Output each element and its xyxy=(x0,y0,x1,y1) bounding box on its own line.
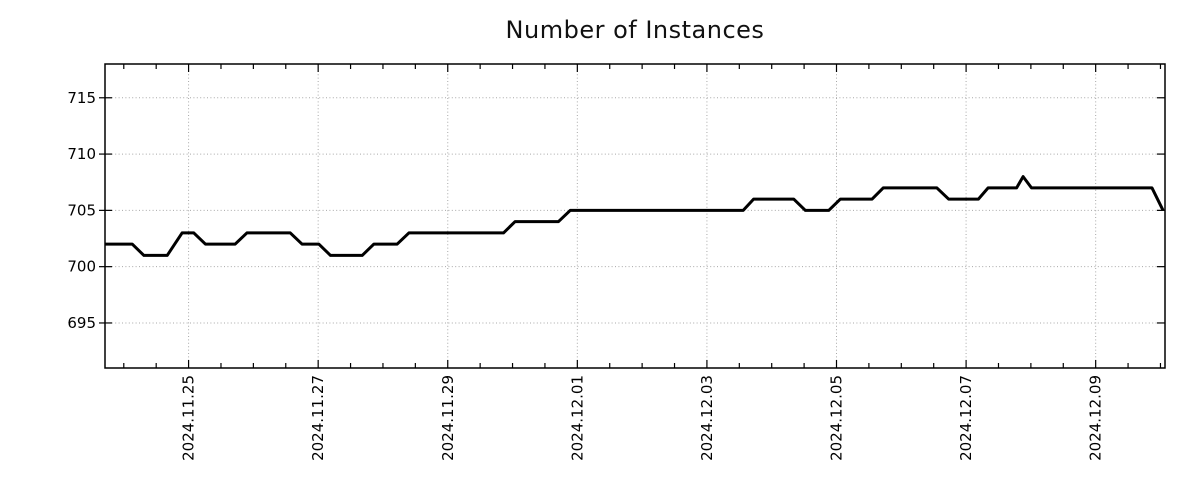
label-layer: 695 700 705 710 715 2024.11.25 2024.11.27 2024.… xyxy=(67,89,1104,461)
x-tick-label: 2024.12.05 xyxy=(828,375,846,461)
x-tick-label: 2024.12.01 xyxy=(568,375,586,461)
x-tick-label: 2024.11.27 xyxy=(309,375,327,461)
series-layer xyxy=(105,175,1165,257)
y-tick-label: 695 xyxy=(67,314,96,332)
series-line-instances xyxy=(105,175,1165,257)
border-layer xyxy=(104,63,1166,369)
x-tick-label: 2024.11.29 xyxy=(439,375,457,461)
chart-title: Number of Instances xyxy=(505,16,765,44)
grid-layer xyxy=(105,64,1165,368)
plot-border xyxy=(104,63,1166,369)
y-tick-label: 715 xyxy=(67,89,96,107)
x-tick-label: 2024.12.09 xyxy=(1087,375,1105,461)
x-tick-label: 2024.12.07 xyxy=(957,375,975,461)
y-tick-label: 710 xyxy=(67,145,96,163)
x-tick-label: 2024.11.25 xyxy=(180,375,198,461)
x-tick-label: 2024.12.03 xyxy=(698,375,716,461)
y-tick-label: 700 xyxy=(67,258,96,276)
tick-layer xyxy=(99,64,1165,368)
y-tick-label: 705 xyxy=(67,201,96,219)
